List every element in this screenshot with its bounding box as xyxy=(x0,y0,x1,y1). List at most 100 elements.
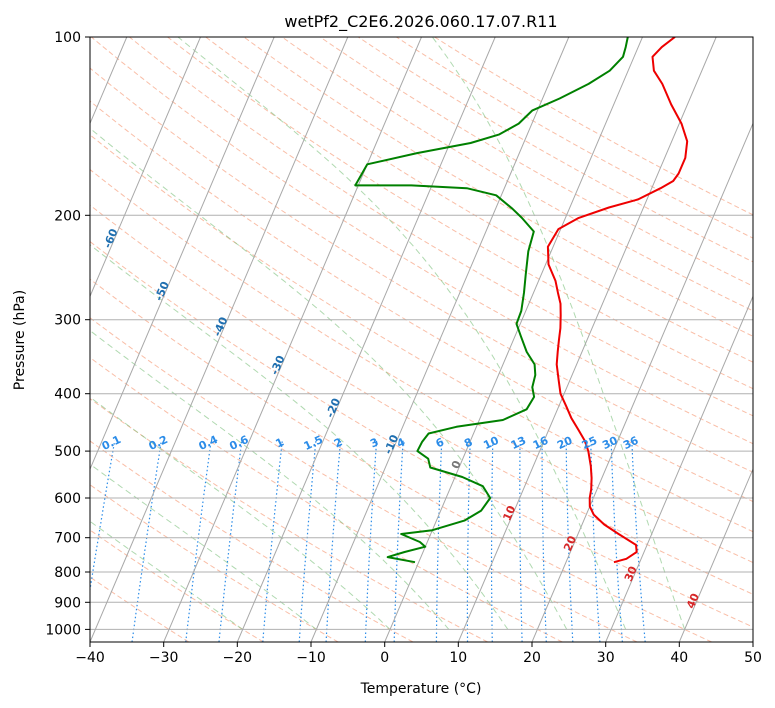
y-tick-label: 200 xyxy=(54,208,81,224)
x-tick-label: 40 xyxy=(670,650,688,666)
x-tick-label: 10 xyxy=(449,650,467,666)
mixing-ratio-labels: 0.1 0.2 0.4 0.6 1 1.5 2 3 4 6 8 10 13 16 20 25 30 36 xyxy=(100,433,641,453)
x-tick-label: −30 xyxy=(149,650,179,666)
dry-adiabat-line xyxy=(395,37,753,239)
mixing-ratio-line xyxy=(90,440,116,594)
mixing-ratio-line xyxy=(298,440,317,642)
x-tick-label: 0 xyxy=(380,650,389,666)
mixing-ratio-lines xyxy=(90,440,646,642)
dry-adiabat-line xyxy=(242,37,753,337)
dry-adiabat-line xyxy=(90,278,712,642)
isotherm-line xyxy=(236,37,496,642)
y-axis-ticks: 100 200 300 400 500 600 700 800 900 1000 xyxy=(45,30,90,638)
x-axis-ticks: −40 −30 −20 −10 0 10 20 30 40 50 xyxy=(75,642,762,666)
mixing-ratio-label: 1 xyxy=(274,435,286,450)
plot-area: -100-90-80-70-60-50-40-30-20-10010203040… xyxy=(0,37,753,642)
mixing-ratio-label: 8 xyxy=(462,435,474,450)
moist-adiabat-line xyxy=(431,37,686,630)
y-tick-label: 100 xyxy=(54,30,81,46)
isotherm-line xyxy=(310,37,570,642)
dry-adiabat-line xyxy=(90,37,753,445)
sounding-profiles xyxy=(354,37,689,564)
y-tick-label: 700 xyxy=(54,531,81,547)
isotherm-label: -70 xyxy=(49,175,69,199)
dry-adiabat-line xyxy=(90,240,753,628)
mixing-ratio-line xyxy=(610,440,623,642)
mixing-ratio-line xyxy=(131,440,162,642)
moist-adiabats xyxy=(90,37,686,630)
isotherm-line xyxy=(90,37,349,642)
dry-adiabat-line xyxy=(433,37,753,216)
y-tick-label: 800 xyxy=(54,565,81,581)
moist-adiabat-line xyxy=(90,329,450,630)
temperature-profile-line xyxy=(546,37,689,564)
mixing-ratio-label: 25 xyxy=(580,434,599,452)
y-tick-label: 900 xyxy=(54,595,81,611)
dry-adiabat-line xyxy=(90,356,563,642)
dry-adiabats xyxy=(90,37,753,642)
isotherm-label: -80 xyxy=(0,128,15,152)
mixing-ratio-line xyxy=(565,440,574,642)
isotherm-line xyxy=(752,640,753,642)
mixing-ratio-line xyxy=(325,440,342,642)
y-tick-label: 400 xyxy=(54,387,81,403)
moist-adiabat-line xyxy=(90,463,317,630)
mixing-ratio-line xyxy=(519,440,523,642)
mixing-ratio-line xyxy=(364,440,378,642)
x-tick-label: 30 xyxy=(597,650,615,666)
dry-adiabat-line xyxy=(90,440,414,642)
mixing-ratio-line xyxy=(466,440,471,642)
moist-adiabat-line xyxy=(90,244,509,630)
isotherm-line xyxy=(531,122,753,642)
isotherm-label: 20 xyxy=(561,534,579,553)
mixing-ratio-label: 13 xyxy=(509,434,528,452)
isotherm-label: 30 xyxy=(622,564,640,583)
moist-adiabat-line xyxy=(90,396,391,630)
mixing-ratio-label: 0.2 xyxy=(147,433,170,453)
mixing-ratio-line xyxy=(218,440,243,642)
dry-adiabat-line xyxy=(90,576,190,642)
mixing-ratio-line xyxy=(185,440,212,642)
dry-adiabat-line xyxy=(90,100,753,503)
isotherm-line xyxy=(605,295,753,642)
dewpoint-profile-line xyxy=(354,37,629,564)
mixing-ratio-label: 3 xyxy=(368,435,380,450)
dry-adiabat-line xyxy=(90,134,753,533)
x-axis-label: Temperature (°C) xyxy=(360,681,482,697)
isotherm-line xyxy=(457,37,717,642)
y-tick-label: 500 xyxy=(54,444,81,460)
dry-adiabat-line xyxy=(90,529,264,642)
isotherm-line xyxy=(90,37,201,298)
isotherm-line xyxy=(678,467,753,642)
mixing-ratio-label: 36 xyxy=(621,434,641,452)
y-tick-label: 300 xyxy=(54,313,81,329)
mixing-ratio-label: 0.1 xyxy=(100,433,123,453)
x-tick-label: −10 xyxy=(296,650,326,666)
mixing-ratio-label: 6 xyxy=(434,435,447,450)
mixing-ratio-line xyxy=(541,440,547,642)
isotherm-line xyxy=(163,37,422,642)
moist-adiabat-line xyxy=(90,520,243,630)
isotherm-label: 10 xyxy=(500,503,518,522)
moist-adiabat-line xyxy=(177,37,627,630)
y-axis-label: Pressure (hPa) xyxy=(12,290,28,390)
dry-adiabat-line xyxy=(128,37,753,417)
x-tick-label: −40 xyxy=(75,650,105,666)
dry-adiabat-line xyxy=(281,37,753,312)
mixing-ratio-label: 20 xyxy=(555,434,575,452)
pressure-gridlines xyxy=(90,37,753,630)
mixing-ratio-line xyxy=(631,440,646,642)
y-tick-label: 1000 xyxy=(45,622,81,638)
chart-title: wetPf2_C2E6.2026.060.17.07.R11 xyxy=(284,12,557,32)
isotherm-line xyxy=(90,37,275,471)
dry-adiabat-line xyxy=(166,37,753,390)
plot-frame xyxy=(89,36,754,643)
isotherm-line xyxy=(384,37,643,642)
y-tick-label: 600 xyxy=(54,491,81,507)
mixing-ratio-label: 16 xyxy=(531,434,551,452)
mixing-ratio-line xyxy=(262,440,283,642)
dry-adiabat-line xyxy=(90,398,488,642)
mixing-ratio-line xyxy=(393,440,404,642)
